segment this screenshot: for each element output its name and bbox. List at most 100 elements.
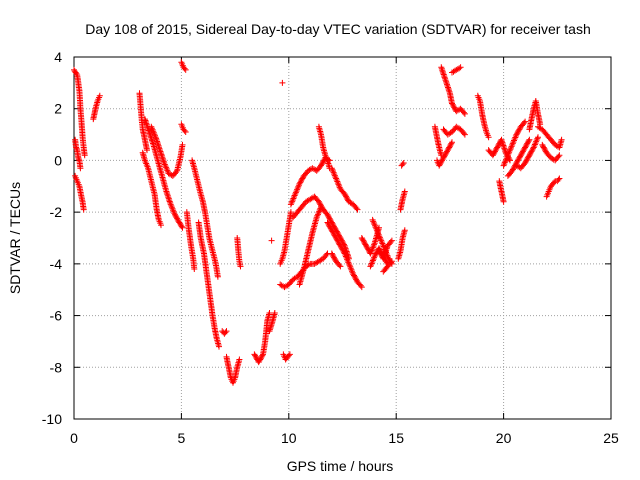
data-point-plus xyxy=(522,144,529,151)
data-point-plus xyxy=(172,213,179,219)
data-point-plus xyxy=(492,148,498,155)
data-point-plus xyxy=(509,140,516,147)
y-tick-label: -8 xyxy=(50,359,63,375)
data-points xyxy=(71,59,565,386)
data-point-plus xyxy=(292,191,299,197)
data-point-plus xyxy=(353,276,360,283)
data-point-plus xyxy=(340,249,347,256)
data-point-plus xyxy=(334,237,341,244)
data-point-plus xyxy=(257,356,264,363)
data-point-plus xyxy=(75,156,82,163)
data-point-plus xyxy=(361,238,367,245)
y-tick-label: -2 xyxy=(50,204,63,220)
data-point-plus xyxy=(446,144,453,151)
data-point-plus xyxy=(535,134,541,141)
data-point-plus xyxy=(517,152,524,159)
data-point-plus xyxy=(441,153,448,160)
data-point-plus xyxy=(330,254,337,261)
data-point-plus xyxy=(445,145,452,152)
data-point-plus xyxy=(523,141,530,148)
x-tick-label: 10 xyxy=(281,430,297,446)
x-tick-label: 15 xyxy=(388,430,404,446)
data-point-plus xyxy=(178,223,185,230)
y-tick-label: -6 xyxy=(50,308,63,324)
data-point-plus xyxy=(214,273,221,280)
data-point-plus xyxy=(449,139,455,146)
data-point-plus xyxy=(182,66,189,73)
data-point-plus xyxy=(521,145,528,152)
data-point-plus xyxy=(507,157,513,164)
data-point-plus xyxy=(491,149,498,156)
data-point-plus xyxy=(328,227,335,234)
data-point-plus xyxy=(324,219,331,226)
data-point-plus xyxy=(490,151,497,157)
data-point-plus xyxy=(287,209,294,216)
data-point-plus xyxy=(342,253,349,260)
data-point-plus xyxy=(388,258,395,265)
data-point-plus xyxy=(387,259,394,266)
chart-title: Day 108 of 2015, Sidereal Day-to-day VTE… xyxy=(85,21,591,37)
data-point-plus xyxy=(441,152,448,159)
data-point-plus xyxy=(376,247,382,254)
data-point-plus xyxy=(523,157,530,164)
data-point-plus xyxy=(353,205,360,212)
data-point-plus xyxy=(337,263,344,270)
data-point-plus xyxy=(360,237,367,244)
data-point-plus xyxy=(144,147,150,154)
data-point-plus xyxy=(328,250,335,257)
data-point-plus xyxy=(172,211,178,218)
data-point-plus xyxy=(299,175,306,182)
data-point-plus xyxy=(401,227,408,234)
data-point-plus xyxy=(223,328,230,335)
data-point-plus xyxy=(338,244,345,250)
data-point-plus xyxy=(530,145,536,152)
data-point-plus xyxy=(369,257,376,264)
data-point-plus xyxy=(179,224,186,231)
data-point-plus xyxy=(168,202,175,209)
data-point-plus xyxy=(367,263,374,270)
data-point-plus xyxy=(80,206,87,213)
data-point-plus xyxy=(257,355,264,362)
data-point-plus xyxy=(259,352,266,359)
y-tick-label: -10 xyxy=(42,411,62,427)
data-point-plus xyxy=(436,162,443,169)
data-point-plus xyxy=(325,213,332,219)
data-point-plus xyxy=(342,192,349,199)
data-point-plus xyxy=(518,151,525,157)
data-point-plus xyxy=(489,152,496,159)
data-point-plus xyxy=(317,205,324,212)
y-tick-label: 4 xyxy=(54,49,62,65)
data-point-plus xyxy=(540,143,546,150)
data-point-plus xyxy=(357,282,364,289)
data-point-plus xyxy=(330,253,337,260)
data-point-plus xyxy=(316,200,323,207)
data-point-plus xyxy=(191,266,198,272)
data-point-plus xyxy=(370,219,377,226)
data-point-plus xyxy=(285,352,292,359)
data-point-plus xyxy=(222,329,229,336)
data-point-plus xyxy=(387,238,394,245)
x-tick-label: 25 xyxy=(603,430,619,446)
data-point-plus xyxy=(368,249,374,255)
data-point-plus xyxy=(340,247,347,254)
data-point-plus xyxy=(400,160,407,166)
data-point-plus xyxy=(326,215,333,222)
data-point-plus xyxy=(526,152,533,159)
data-point-plus xyxy=(555,176,562,183)
data-point-plus xyxy=(376,233,383,240)
data-point-plus xyxy=(460,109,467,116)
y-tick-label: -4 xyxy=(50,256,63,272)
data-point-plus xyxy=(181,65,188,72)
data-point-plus xyxy=(527,149,534,156)
data-point-plus xyxy=(352,275,359,282)
data-point-plus xyxy=(96,92,103,99)
data-point-plus xyxy=(329,251,336,258)
data-point-plus xyxy=(494,143,501,150)
x-tick-label: 5 xyxy=(178,430,186,446)
data-point-plus xyxy=(504,153,511,160)
data-point-plus xyxy=(333,235,340,241)
data-point-plus xyxy=(512,133,519,139)
data-point-plus xyxy=(216,343,222,350)
data-point-plus xyxy=(343,194,350,201)
y-axis-label: SDTVAR / TECUs xyxy=(7,182,23,294)
